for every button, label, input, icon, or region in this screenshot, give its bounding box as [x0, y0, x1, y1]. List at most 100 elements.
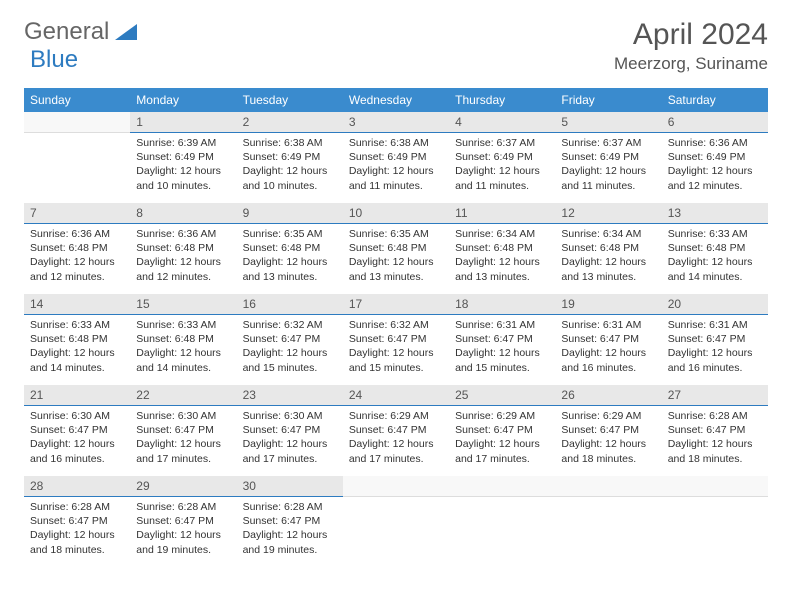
- day-number-cell: 15: [130, 294, 236, 315]
- sunset-text: Sunset: 6:48 PM: [455, 241, 549, 255]
- daylight-text-2: and 16 minutes.: [30, 452, 124, 466]
- day-number-cell: 24: [343, 385, 449, 406]
- daylight-text-2: and 13 minutes.: [349, 270, 443, 284]
- sunset-text: Sunset: 6:47 PM: [243, 423, 337, 437]
- day-number-cell: 25: [449, 385, 555, 406]
- day-number-cell: 4: [449, 112, 555, 133]
- day-detail-row: Sunrise: 6:30 AMSunset: 6:47 PMDaylight:…: [24, 406, 768, 476]
- weekday-saturday: Saturday: [662, 88, 768, 112]
- day-number-cell: [555, 476, 661, 497]
- sunset-text: Sunset: 6:48 PM: [561, 241, 655, 255]
- daylight-text-1: Daylight: 12 hours: [349, 437, 443, 451]
- day-number-row: 14151617181920: [24, 294, 768, 315]
- day-detail-row: Sunrise: 6:36 AMSunset: 6:48 PMDaylight:…: [24, 224, 768, 294]
- daylight-text-1: Daylight: 12 hours: [243, 346, 337, 360]
- daylight-text-1: Daylight: 12 hours: [455, 346, 549, 360]
- day-detail-cell: [555, 497, 661, 567]
- daylight-text-1: Daylight: 12 hours: [668, 437, 762, 451]
- daylight-text-1: Daylight: 12 hours: [30, 255, 124, 269]
- daylight-text-2: and 11 minutes.: [561, 179, 655, 193]
- day-number-cell: 19: [555, 294, 661, 315]
- day-detail-cell: Sunrise: 6:36 AMSunset: 6:48 PMDaylight:…: [24, 224, 130, 294]
- day-detail-cell: Sunrise: 6:28 AMSunset: 6:47 PMDaylight:…: [237, 497, 343, 567]
- sunset-text: Sunset: 6:48 PM: [136, 332, 230, 346]
- day-number-cell: 18: [449, 294, 555, 315]
- sunrise-text: Sunrise: 6:36 AM: [668, 136, 762, 150]
- sunset-text: Sunset: 6:48 PM: [30, 332, 124, 346]
- day-detail-cell: Sunrise: 6:32 AMSunset: 6:47 PMDaylight:…: [343, 315, 449, 385]
- day-detail-cell: Sunrise: 6:30 AMSunset: 6:47 PMDaylight:…: [237, 406, 343, 476]
- day-detail-cell: Sunrise: 6:38 AMSunset: 6:49 PMDaylight:…: [343, 133, 449, 203]
- day-detail-cell: Sunrise: 6:31 AMSunset: 6:47 PMDaylight:…: [662, 315, 768, 385]
- daylight-text-2: and 15 minutes.: [349, 361, 443, 375]
- sunrise-text: Sunrise: 6:38 AM: [349, 136, 443, 150]
- day-detail-row: Sunrise: 6:39 AMSunset: 6:49 PMDaylight:…: [24, 133, 768, 203]
- day-detail-cell: Sunrise: 6:36 AMSunset: 6:48 PMDaylight:…: [130, 224, 236, 294]
- weekday-thursday: Thursday: [449, 88, 555, 112]
- sunrise-text: Sunrise: 6:37 AM: [561, 136, 655, 150]
- sunrise-text: Sunrise: 6:37 AM: [455, 136, 549, 150]
- daylight-text-2: and 14 minutes.: [30, 361, 124, 375]
- daylight-text-2: and 17 minutes.: [349, 452, 443, 466]
- logo-text-blue: Blue: [30, 46, 78, 74]
- sunset-text: Sunset: 6:47 PM: [668, 332, 762, 346]
- daylight-text-2: and 19 minutes.: [136, 543, 230, 557]
- daylight-text-1: Daylight: 12 hours: [243, 437, 337, 451]
- daylight-text-2: and 18 minutes.: [30, 543, 124, 557]
- daylight-text-1: Daylight: 12 hours: [136, 164, 230, 178]
- sunset-text: Sunset: 6:48 PM: [136, 241, 230, 255]
- sunrise-text: Sunrise: 6:36 AM: [136, 227, 230, 241]
- daylight-text-2: and 18 minutes.: [668, 452, 762, 466]
- day-number-cell: [24, 112, 130, 133]
- sunrise-text: Sunrise: 6:34 AM: [561, 227, 655, 241]
- sunrise-text: Sunrise: 6:29 AM: [561, 409, 655, 423]
- sunrise-text: Sunrise: 6:35 AM: [243, 227, 337, 241]
- sunset-text: Sunset: 6:48 PM: [668, 241, 762, 255]
- daylight-text-2: and 10 minutes.: [136, 179, 230, 193]
- daylight-text-2: and 11 minutes.: [455, 179, 549, 193]
- sunset-text: Sunset: 6:47 PM: [243, 514, 337, 528]
- weekday-header-row: Sunday Monday Tuesday Wednesday Thursday…: [24, 88, 768, 112]
- logo-triangle-icon: [115, 22, 137, 42]
- day-number-cell: 28: [24, 476, 130, 497]
- daylight-text-2: and 16 minutes.: [561, 361, 655, 375]
- day-detail-cell: Sunrise: 6:32 AMSunset: 6:47 PMDaylight:…: [237, 315, 343, 385]
- sunset-text: Sunset: 6:47 PM: [349, 423, 443, 437]
- daylight-text-1: Daylight: 12 hours: [243, 164, 337, 178]
- day-number-cell: 8: [130, 203, 236, 224]
- page-header: General April 2024 Meerzorg, Suriname: [24, 18, 768, 74]
- sunrise-text: Sunrise: 6:33 AM: [136, 318, 230, 332]
- day-detail-cell: Sunrise: 6:38 AMSunset: 6:49 PMDaylight:…: [237, 133, 343, 203]
- sunrise-text: Sunrise: 6:31 AM: [561, 318, 655, 332]
- day-number-cell: 23: [237, 385, 343, 406]
- day-number-cell: 10: [343, 203, 449, 224]
- day-number-cell: 29: [130, 476, 236, 497]
- day-number-cell: 16: [237, 294, 343, 315]
- daylight-text-1: Daylight: 12 hours: [668, 164, 762, 178]
- sunset-text: Sunset: 6:47 PM: [455, 332, 549, 346]
- day-number-cell: 5: [555, 112, 661, 133]
- daylight-text-1: Daylight: 12 hours: [668, 255, 762, 269]
- sunrise-text: Sunrise: 6:31 AM: [455, 318, 549, 332]
- daylight-text-2: and 17 minutes.: [455, 452, 549, 466]
- daylight-text-1: Daylight: 12 hours: [561, 437, 655, 451]
- day-number-cell: 27: [662, 385, 768, 406]
- day-detail-cell: Sunrise: 6:30 AMSunset: 6:47 PMDaylight:…: [24, 406, 130, 476]
- day-number-cell: 3: [343, 112, 449, 133]
- sunrise-text: Sunrise: 6:28 AM: [136, 500, 230, 514]
- location-label: Meerzorg, Suriname: [614, 54, 768, 74]
- logo: General: [24, 18, 139, 46]
- day-detail-cell: Sunrise: 6:31 AMSunset: 6:47 PMDaylight:…: [449, 315, 555, 385]
- day-number-row: 78910111213: [24, 203, 768, 224]
- logo-text-general: General: [24, 18, 109, 46]
- sunrise-text: Sunrise: 6:34 AM: [455, 227, 549, 241]
- daylight-text-1: Daylight: 12 hours: [30, 346, 124, 360]
- sunrise-text: Sunrise: 6:29 AM: [349, 409, 443, 423]
- day-number-row: 282930: [24, 476, 768, 497]
- sunset-text: Sunset: 6:49 PM: [349, 150, 443, 164]
- day-detail-cell: Sunrise: 6:39 AMSunset: 6:49 PMDaylight:…: [130, 133, 236, 203]
- sunset-text: Sunset: 6:47 PM: [561, 332, 655, 346]
- daylight-text-2: and 15 minutes.: [455, 361, 549, 375]
- sunset-text: Sunset: 6:47 PM: [349, 332, 443, 346]
- day-number-cell: 2: [237, 112, 343, 133]
